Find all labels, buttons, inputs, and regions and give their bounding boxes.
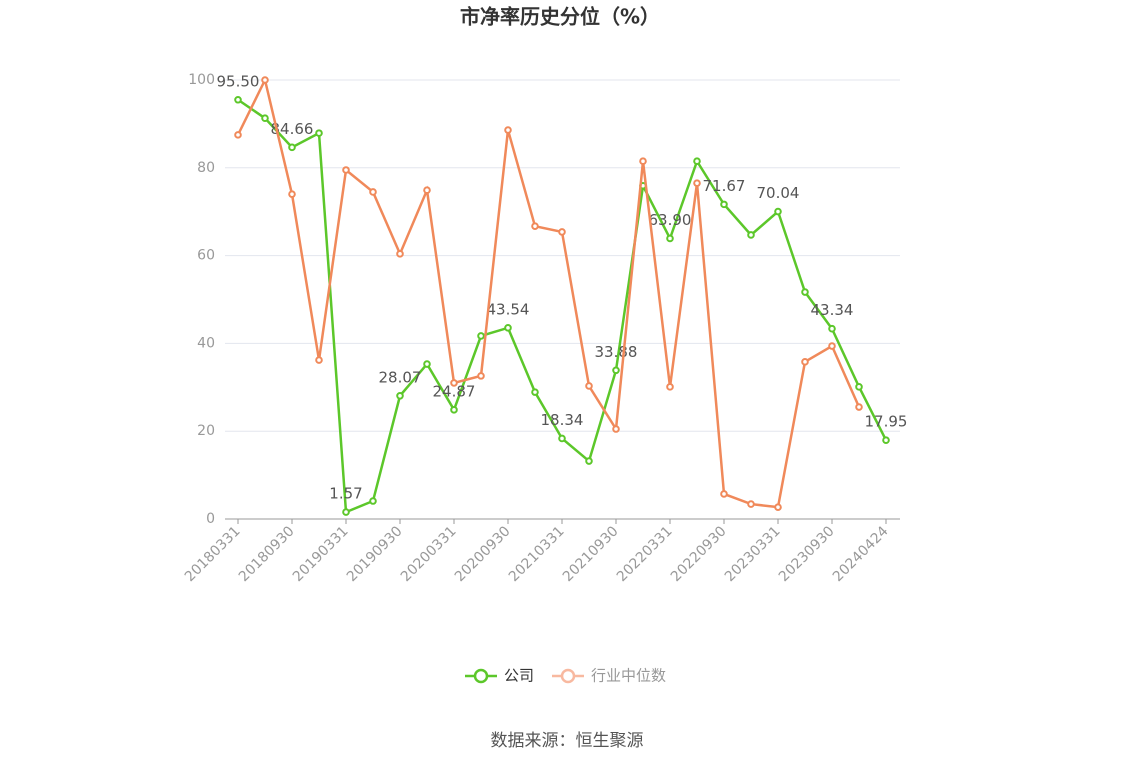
- point: [531, 222, 539, 230]
- value-label: 18.34: [541, 411, 584, 429]
- series-line: [236, 76, 861, 509]
- y-tick-label: 60: [197, 248, 215, 264]
- point: [369, 188, 377, 196]
- chart-title: 市净率历史分位（%）: [460, 5, 660, 29]
- point: [882, 436, 890, 444]
- y-tick-label: 80: [197, 160, 215, 176]
- point: [288, 190, 296, 198]
- point: [423, 360, 431, 368]
- point: [315, 129, 323, 137]
- point: [855, 383, 863, 391]
- point: [558, 434, 566, 443]
- x-tick-label: 20200331: [398, 523, 460, 585]
- point: [234, 131, 242, 139]
- point: [396, 250, 404, 258]
- point: [342, 508, 350, 516]
- point: [450, 406, 458, 414]
- point: [801, 358, 809, 366]
- legend-label: 公司: [504, 667, 534, 685]
- point: [261, 76, 269, 84]
- point: [504, 126, 512, 134]
- point: [693, 179, 701, 187]
- point: [585, 457, 593, 465]
- legend-marker: [473, 668, 489, 684]
- x-tick-label: 20220331: [614, 523, 676, 585]
- legend-marker: [560, 668, 576, 684]
- x-tick-label: 20210331: [506, 523, 568, 585]
- y-tick-label: 100: [188, 72, 215, 88]
- value-label: 43.34: [811, 301, 854, 319]
- value-label: 28.07: [379, 368, 422, 386]
- y-tick-label: 20: [197, 423, 215, 439]
- x-tick-label: 20190331: [290, 523, 352, 585]
- x-tick-label: 20180331: [182, 523, 244, 585]
- point: [855, 403, 863, 411]
- point: [774, 503, 782, 511]
- value-label: 43.54: [487, 300, 530, 318]
- point: [234, 95, 242, 104]
- value-label: 70.04: [757, 184, 800, 202]
- point: [423, 186, 431, 194]
- value-label: 33.88: [595, 343, 638, 361]
- value-label: 95.50: [217, 72, 260, 90]
- point: [558, 228, 566, 236]
- value-label: 1.57: [329, 485, 362, 503]
- x-tick-label: 20230930: [776, 523, 838, 585]
- point: [288, 143, 296, 152]
- point: [828, 342, 836, 350]
- value-label: 24.87: [433, 382, 476, 400]
- point: [477, 332, 485, 340]
- point: [450, 379, 458, 387]
- point: [747, 500, 755, 508]
- point: [747, 231, 755, 239]
- point: [531, 388, 539, 396]
- x-tick-label: 20210930: [560, 523, 622, 585]
- x-tick-label: 20200930: [452, 523, 514, 585]
- y-tick-label: 40: [197, 335, 215, 351]
- value-label: 84.66: [271, 120, 314, 138]
- point: [774, 207, 782, 216]
- point: [504, 324, 512, 332]
- x-tick-label: 20190930: [344, 523, 406, 585]
- point: [666, 383, 674, 391]
- point: [585, 382, 593, 390]
- point: [612, 366, 620, 375]
- point: [693, 157, 701, 166]
- x-tick-label: 20180930: [236, 523, 298, 585]
- x-tick-label: 20240424: [830, 523, 892, 585]
- value-label: 63.90: [649, 211, 692, 229]
- point: [666, 234, 674, 243]
- point: [477, 372, 485, 380]
- point: [396, 391, 404, 400]
- point: [612, 425, 620, 433]
- point: [720, 200, 728, 209]
- point: [801, 288, 809, 296]
- point: [828, 324, 836, 333]
- point: [342, 166, 350, 174]
- y-tick-label: 0: [206, 511, 215, 527]
- point: [720, 490, 728, 498]
- value-label: 71.67: [703, 177, 746, 195]
- source: 数据来源：恒生聚源: [491, 731, 644, 751]
- x-tick-label: 20230331: [722, 523, 784, 585]
- legend-label: 行业中位数: [591, 667, 666, 685]
- point: [369, 497, 377, 505]
- point: [639, 157, 647, 166]
- value-label: 17.95: [865, 413, 908, 431]
- x-tick-label: 20220930: [668, 523, 730, 585]
- point: [315, 356, 323, 364]
- point: [261, 114, 269, 122]
